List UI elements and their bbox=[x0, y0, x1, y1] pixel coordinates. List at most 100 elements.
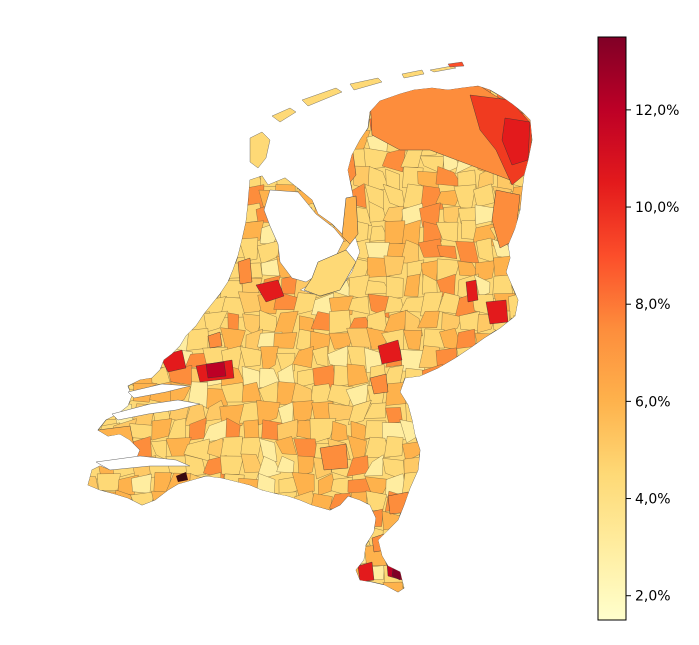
municipality bbox=[273, 527, 299, 547]
municipality bbox=[329, 133, 355, 153]
municipality bbox=[149, 581, 174, 592]
municipality bbox=[238, 478, 260, 491]
municipality bbox=[255, 86, 279, 103]
municipality bbox=[495, 508, 514, 532]
municipality bbox=[152, 96, 174, 119]
municipality bbox=[147, 112, 175, 134]
municipality bbox=[436, 490, 459, 514]
municipality bbox=[94, 237, 117, 258]
municipality bbox=[221, 86, 247, 102]
municipality bbox=[186, 276, 204, 300]
municipality bbox=[98, 548, 118, 568]
municipality bbox=[152, 279, 171, 301]
municipality bbox=[258, 438, 278, 463]
municipality bbox=[291, 86, 312, 95]
municipality bbox=[153, 315, 171, 333]
municipality bbox=[404, 495, 424, 515]
region-kerkrade bbox=[391, 559, 405, 581]
municipality bbox=[292, 152, 317, 175]
municipality bbox=[508, 492, 527, 513]
municipality bbox=[88, 350, 102, 367]
municipality bbox=[292, 118, 317, 135]
municipality bbox=[183, 94, 210, 115]
colorbar-tick-label: 8,0% bbox=[635, 297, 671, 313]
municipality bbox=[95, 507, 121, 531]
municipality bbox=[528, 473, 532, 499]
municipality bbox=[186, 549, 202, 567]
municipality bbox=[507, 237, 531, 259]
municipality bbox=[112, 330, 131, 354]
municipality bbox=[511, 525, 531, 548]
municipality bbox=[88, 131, 100, 150]
municipality bbox=[531, 96, 532, 118]
municipality bbox=[403, 329, 423, 351]
municipality bbox=[183, 257, 211, 282]
municipality bbox=[206, 583, 225, 592]
municipality bbox=[88, 219, 102, 247]
municipality bbox=[117, 130, 137, 156]
municipality bbox=[115, 206, 135, 226]
municipality bbox=[310, 166, 331, 187]
municipality bbox=[474, 332, 497, 355]
municipality bbox=[435, 347, 458, 373]
municipality bbox=[385, 382, 408, 406]
municipality bbox=[527, 292, 532, 317]
municipality bbox=[88, 315, 100, 335]
municipality bbox=[526, 171, 532, 191]
noordoostpolder bbox=[341, 195, 359, 245]
municipality bbox=[291, 580, 312, 592]
region-enschede bbox=[485, 299, 509, 325]
municipality bbox=[88, 507, 102, 531]
municipality bbox=[131, 346, 153, 372]
municipality bbox=[93, 581, 120, 592]
municipality bbox=[95, 401, 116, 421]
municipality bbox=[95, 348, 121, 372]
municipality bbox=[168, 545, 193, 568]
municipality bbox=[221, 546, 241, 571]
municipality bbox=[436, 441, 462, 460]
municipality bbox=[135, 526, 153, 551]
municipality bbox=[169, 273, 191, 300]
island-texel bbox=[249, 131, 271, 169]
municipality bbox=[421, 497, 445, 516]
municipality bbox=[274, 491, 298, 516]
municipality bbox=[405, 562, 427, 588]
region-hengelo bbox=[465, 279, 479, 303]
municipality bbox=[88, 333, 100, 347]
municipality bbox=[494, 365, 517, 389]
municipality bbox=[332, 530, 353, 551]
municipality bbox=[186, 112, 203, 135]
municipality bbox=[208, 130, 229, 156]
municipality bbox=[438, 417, 459, 442]
municipality bbox=[88, 242, 101, 263]
municipality bbox=[88, 187, 102, 205]
municipality bbox=[241, 567, 260, 588]
municipality bbox=[473, 435, 498, 459]
municipality bbox=[222, 510, 244, 535]
municipality bbox=[184, 148, 209, 170]
municipality bbox=[526, 275, 532, 301]
municipality bbox=[367, 257, 391, 278]
municipality bbox=[184, 170, 207, 191]
municipality bbox=[260, 346, 279, 373]
municipality bbox=[238, 237, 259, 262]
municipality bbox=[95, 309, 117, 337]
municipality bbox=[314, 562, 336, 586]
municipality bbox=[112, 86, 139, 103]
municipality bbox=[364, 585, 389, 592]
municipality bbox=[136, 274, 151, 301]
municipality bbox=[511, 455, 532, 476]
zeeland-estuary-1 bbox=[111, 399, 201, 421]
municipality bbox=[310, 509, 333, 530]
municipality bbox=[273, 129, 298, 150]
municipality bbox=[347, 582, 372, 592]
municipality bbox=[167, 312, 192, 335]
westerschelde bbox=[95, 455, 191, 471]
municipality bbox=[512, 257, 531, 283]
municipality bbox=[297, 544, 316, 570]
municipality bbox=[401, 219, 421, 246]
municipality bbox=[347, 96, 371, 119]
island-vlieland bbox=[271, 107, 297, 123]
municipality bbox=[116, 96, 133, 118]
municipality bbox=[494, 86, 516, 99]
